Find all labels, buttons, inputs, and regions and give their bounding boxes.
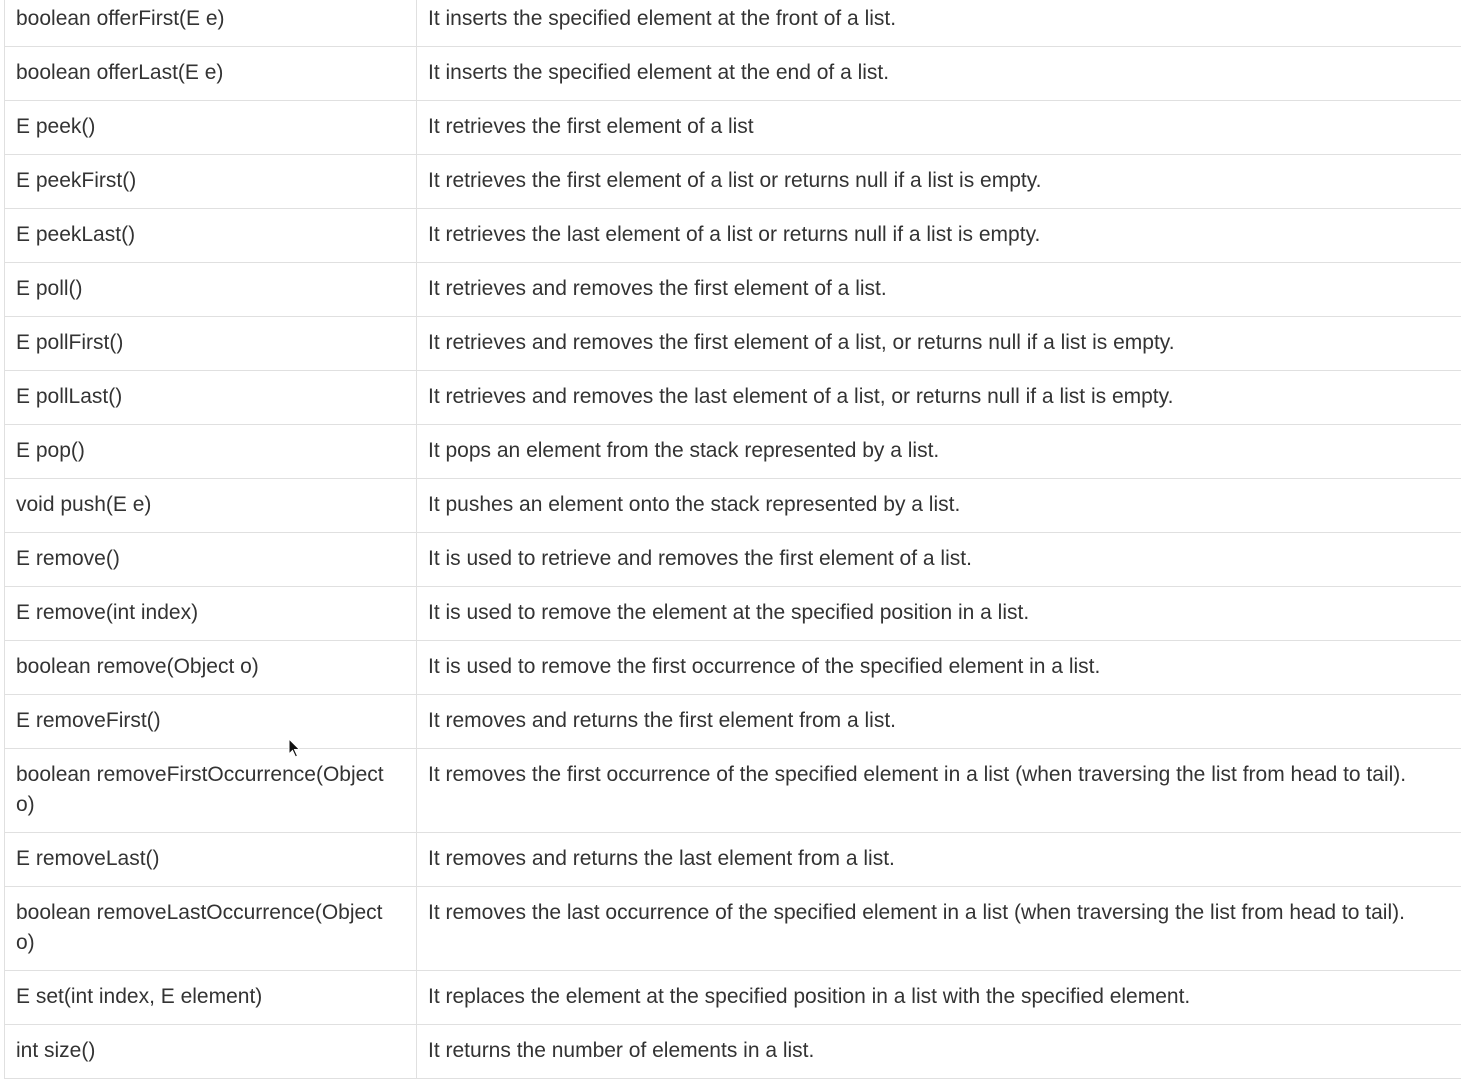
- method-signature-cell: E pollFirst(): [5, 317, 417, 371]
- method-signature-cell: E set(int index, E element): [5, 971, 417, 1025]
- method-signature-cell: E peekFirst(): [5, 155, 417, 209]
- method-signature-cell: int size(): [5, 1025, 417, 1079]
- method-description-cell: It retrieves the last element of a list …: [417, 209, 1461, 263]
- table-row: int size()It returns the number of eleme…: [5, 1025, 1461, 1079]
- method-description-cell: It retrieves and removes the first eleme…: [417, 263, 1461, 317]
- method-signature-cell: E removeLast(): [5, 833, 417, 887]
- method-description-cell: It is used to remove the element at the …: [417, 587, 1461, 641]
- method-description-cell: It returns the number of elements in a l…: [417, 1025, 1461, 1079]
- table-row: boolean remove(Object o)It is used to re…: [5, 641, 1461, 695]
- method-description-cell: It removes the first occurrence of the s…: [417, 749, 1461, 833]
- method-signature-cell: E pollLast(): [5, 371, 417, 425]
- method-description-cell: It pops an element from the stack repres…: [417, 425, 1461, 479]
- method-description-cell: It removes the last occurrence of the sp…: [417, 887, 1461, 971]
- method-signature-cell: void push(E e): [5, 479, 417, 533]
- method-description-cell: It inserts the specified element at the …: [417, 47, 1461, 101]
- method-signature-cell: E removeFirst(): [5, 695, 417, 749]
- table-row: E remove(int index)It is used to remove …: [5, 587, 1461, 641]
- method-table-body: boolean offerFirst(E e)It inserts the sp…: [5, 0, 1461, 1079]
- table-row: E pollLast()It retrieves and removes the…: [5, 371, 1461, 425]
- method-signature-cell: E pop(): [5, 425, 417, 479]
- table-row: boolean offerFirst(E e)It inserts the sp…: [5, 0, 1461, 47]
- method-table: boolean offerFirst(E e)It inserts the sp…: [4, 0, 1461, 1079]
- table-row: E peekFirst()It retrieves the first elem…: [5, 155, 1461, 209]
- method-description-cell: It is used to remove the first occurrenc…: [417, 641, 1461, 695]
- table-row: boolean removeLastOccurrence(Object o)It…: [5, 887, 1461, 971]
- method-signature-cell: boolean offerLast(E e): [5, 47, 417, 101]
- method-description-cell: It removes and returns the first element…: [417, 695, 1461, 749]
- method-description-cell: It retrieves the first element of a list: [417, 101, 1461, 155]
- table-row: E remove()It is used to retrieve and rem…: [5, 533, 1461, 587]
- table-row: boolean offerLast(E e)It inserts the spe…: [5, 47, 1461, 101]
- table-row: E removeLast()It removes and returns the…: [5, 833, 1461, 887]
- table-row: E pollFirst()It retrieves and removes th…: [5, 317, 1461, 371]
- method-signature-cell: E remove(): [5, 533, 417, 587]
- table-row: E peek()It retrieves the first element o…: [5, 101, 1461, 155]
- method-signature-cell: E poll(): [5, 263, 417, 317]
- table-row: E poll()It retrieves and removes the fir…: [5, 263, 1461, 317]
- method-signature-cell: E peek(): [5, 101, 417, 155]
- table-row: E pop()It pops an element from the stack…: [5, 425, 1461, 479]
- table-row: E removeFirst()It removes and returns th…: [5, 695, 1461, 749]
- method-description-cell: It pushes an element onto the stack repr…: [417, 479, 1461, 533]
- method-description-cell: It retrieves and removes the first eleme…: [417, 317, 1461, 371]
- table-row: E set(int index, E element)It replaces t…: [5, 971, 1461, 1025]
- table-row: boolean removeFirstOccurrence(Object o)I…: [5, 749, 1461, 833]
- method-signature-cell: boolean offerFirst(E e): [5, 0, 417, 47]
- table-row: E peekLast()It retrieves the last elemen…: [5, 209, 1461, 263]
- method-description-cell: It retrieves the first element of a list…: [417, 155, 1461, 209]
- mouse-pointer-icon: [288, 738, 302, 758]
- method-signature-cell: E peekLast(): [5, 209, 417, 263]
- method-signature-cell: E remove(int index): [5, 587, 417, 641]
- method-description-cell: It inserts the specified element at the …: [417, 0, 1461, 47]
- method-description-cell: It is used to retrieve and removes the f…: [417, 533, 1461, 587]
- method-description-cell: It retrieves and removes the last elemen…: [417, 371, 1461, 425]
- table-row: void push(E e)It pushes an element onto …: [5, 479, 1461, 533]
- method-description-cell: It replaces the element at the specified…: [417, 971, 1461, 1025]
- method-signature-cell: boolean removeLastOccurrence(Object o): [5, 887, 417, 971]
- method-description-cell: It removes and returns the last element …: [417, 833, 1461, 887]
- method-signature-cell: boolean remove(Object o): [5, 641, 417, 695]
- method-signature-cell: boolean removeFirstOccurrence(Object o): [5, 749, 417, 833]
- method-table-container: boolean offerFirst(E e)It inserts the sp…: [4, 0, 1461, 1079]
